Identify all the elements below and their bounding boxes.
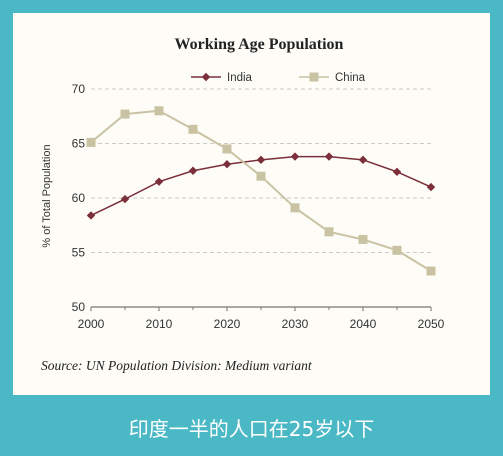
china-data-point <box>290 203 300 213</box>
y-axis-label: % of Total Population <box>41 144 53 247</box>
india-legend-label: India <box>227 72 253 84</box>
china-data-point <box>392 245 402 255</box>
china-data-point <box>256 171 266 181</box>
axes: 50 55 60 65 70 2000 2010 2020 2030 2040 2050 <box>72 82 445 331</box>
india-data-point <box>86 211 96 220</box>
china-data-point <box>154 106 164 116</box>
india-data-point <box>154 177 164 186</box>
china-data-point <box>324 227 334 237</box>
y-tick-label: 60 <box>72 191 86 205</box>
y-tick-label: 55 <box>72 246 86 260</box>
chart-title: Working Age Population <box>175 36 344 53</box>
india-series-line <box>90 155 432 217</box>
india-data-point <box>188 166 198 175</box>
y-tick-label: 50 <box>72 300 86 314</box>
india-legend-marker <box>201 72 211 82</box>
y-tick-label: 65 <box>72 137 86 151</box>
india-data-point <box>222 160 232 169</box>
x-tick-label: 2030 <box>282 317 309 331</box>
china-data-point <box>426 266 436 276</box>
chart-panel: Working Age Population India China 50 55 60… <box>13 13 490 395</box>
x-tick-label: 2020 <box>214 317 241 331</box>
legend: India China <box>191 72 366 84</box>
x-tick-label: 2050 <box>418 317 445 331</box>
india-data-point <box>392 167 402 177</box>
china-data-point <box>86 137 96 147</box>
india-data-point <box>290 152 300 161</box>
india-data-point <box>324 152 334 161</box>
series-group <box>86 106 436 276</box>
line-chart: Working Age Population India China 50 55 60… <box>41 36 445 373</box>
x-tick-label: 2000 <box>78 317 105 331</box>
china-legend-marker <box>309 72 319 82</box>
china-data-point <box>222 144 232 154</box>
gridlines <box>91 88 431 253</box>
china-data-point <box>120 109 130 119</box>
india-data-point <box>120 194 130 204</box>
china-legend-label: China <box>335 72 366 84</box>
china-data-point <box>358 234 368 244</box>
footer-caption: 印度一半的人口在25岁以下 <box>128 417 375 441</box>
india-data-point <box>358 155 368 165</box>
india-data-point <box>256 155 266 165</box>
source-note: Source: UN Population Division: Medium v… <box>41 358 313 373</box>
india-data-point <box>426 182 436 192</box>
y-tick-label: 70 <box>72 82 86 96</box>
x-tick-label: 2010 <box>146 317 173 331</box>
x-tick-label: 2040 <box>350 317 377 331</box>
china-data-point <box>188 124 198 134</box>
